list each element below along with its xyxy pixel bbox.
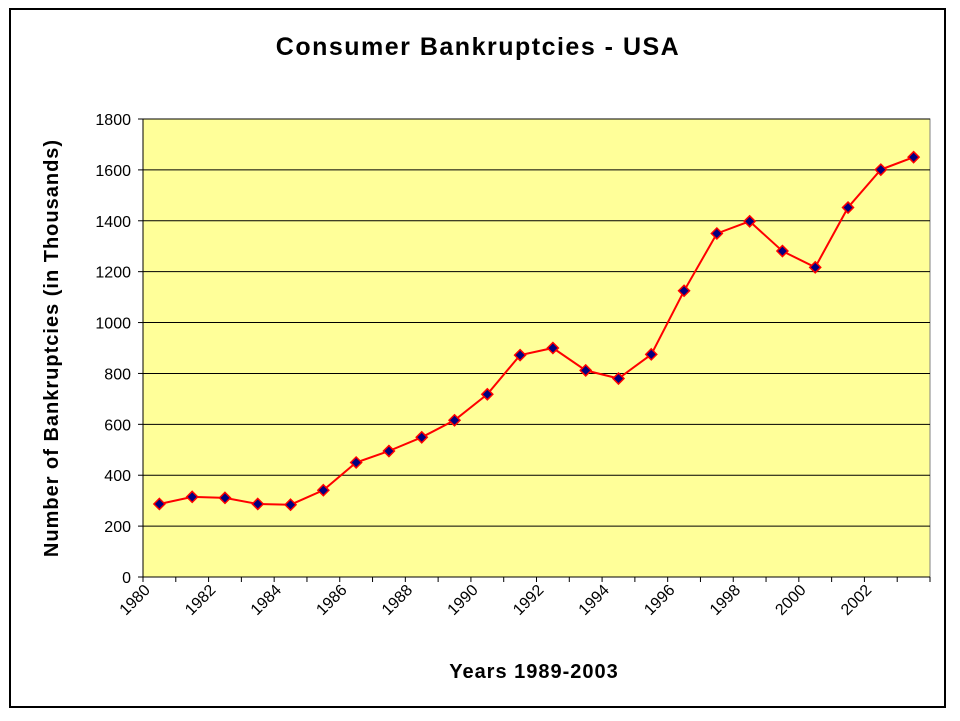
data-point [874,163,888,177]
x-tick-label: 1984 [248,582,285,619]
y-tick-label: 1200 [95,265,131,282]
data-point [743,214,757,228]
data-point [185,490,199,504]
y-tick-label: 800 [104,366,131,383]
data-point [382,444,396,458]
x-tick-label: 1996 [641,582,678,619]
data-point [644,347,658,361]
x-tick-label: 1988 [379,582,416,619]
x-axis-title: Years 1989-2003 [449,661,619,683]
x-tick-label: 1998 [707,582,744,619]
data-point [251,497,265,511]
plot-area [142,118,931,578]
data-point [415,430,429,444]
data-point [480,387,494,401]
y-tick-label: 1600 [95,163,131,180]
data-point [284,498,298,512]
x-tick-label: 1992 [510,582,547,619]
data-point [775,244,789,258]
x-tick-label: 1980 [117,582,154,619]
y-tick-label: 400 [104,468,131,485]
data-point [677,284,691,298]
y-tick-label: 1800 [95,112,131,129]
data-point [611,371,626,386]
data-point [513,348,527,362]
x-tick-label: 1982 [182,582,219,619]
x-tick-label: 2002 [838,582,875,619]
data-point [349,455,363,470]
y-tick-label: 0 [122,570,131,587]
data-point [316,483,330,497]
x-tick-label: 2000 [772,582,809,619]
data-point [152,497,166,511]
x-tick-label: 1990 [445,582,482,619]
y-axis-title: Number of Bankruptcies (in Thousands) [41,139,63,557]
data-point [841,200,855,215]
x-tick-label: 1986 [313,582,350,619]
chart-title: Consumer Bankruptcies - USA [276,33,680,61]
data-point [218,491,232,505]
data-point [808,260,822,274]
data-point [907,150,921,164]
data-point [447,413,462,427]
y-tick-label: 600 [104,417,131,434]
data-point [710,226,724,241]
data-point [546,341,560,355]
y-tick-label: 1400 [95,214,131,231]
data-point [579,363,593,377]
y-tick-label: 200 [104,519,131,536]
x-tick-label: 1994 [576,582,613,619]
y-tick-label: 1000 [95,316,131,333]
